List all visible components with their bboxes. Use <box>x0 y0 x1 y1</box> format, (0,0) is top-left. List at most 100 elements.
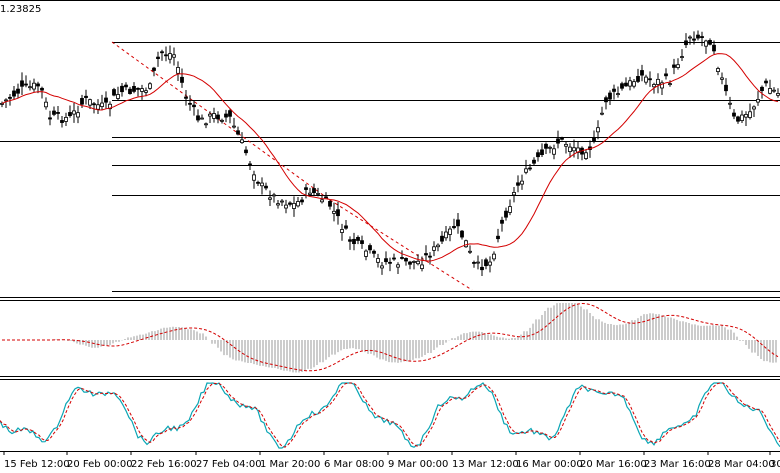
candle-body <box>116 94 120 99</box>
candle-body <box>544 143 548 149</box>
candle-body <box>344 225 348 229</box>
candle-body <box>500 219 504 224</box>
candle-body <box>428 255 432 258</box>
candle-body <box>516 182 520 186</box>
candle-body <box>112 89 116 96</box>
candle-body <box>664 73 668 77</box>
moving-average-line <box>1 53 779 262</box>
candle-body <box>52 110 56 115</box>
candle-body <box>56 112 60 114</box>
candle-body <box>76 112 80 118</box>
candle-body <box>480 266 484 271</box>
oscillator-signal-line <box>2 302 779 372</box>
candle-body <box>612 88 616 92</box>
trendline-lower[interactable] <box>329 199 473 291</box>
candle-body <box>104 97 108 103</box>
candle-body <box>48 117 52 120</box>
candle-body <box>628 80 632 87</box>
candle-body <box>772 89 776 92</box>
candle-body <box>576 147 580 153</box>
candle-body <box>164 54 168 57</box>
candle-body <box>72 110 76 115</box>
stochastic-panel[interactable] <box>0 382 780 449</box>
candle-body <box>724 84 728 92</box>
time-label: 15 Feb 12:00 <box>4 459 70 470</box>
candle-body <box>556 138 560 144</box>
oscillator-panel[interactable] <box>2 302 779 373</box>
candle-body <box>128 88 132 94</box>
candle-body <box>20 80 24 87</box>
candle-body <box>180 76 184 83</box>
candle-body <box>416 260 420 265</box>
candle-body <box>108 103 112 110</box>
candle-body <box>368 245 372 251</box>
candle-body <box>752 106 756 110</box>
candle-body <box>228 110 232 117</box>
time-label: 27 Feb 04:00 <box>196 459 262 470</box>
candle-body <box>200 117 204 120</box>
candle-body <box>712 44 716 52</box>
candle-body <box>432 246 436 251</box>
time-label: 30 <box>770 459 780 470</box>
candle-body <box>380 265 384 269</box>
price-panel[interactable]: 1.23825 <box>0 0 780 292</box>
candle-body <box>220 119 224 122</box>
candle-body <box>560 137 564 140</box>
candle-body <box>492 253 496 260</box>
candle-body <box>452 226 456 229</box>
candle-body <box>84 95 88 98</box>
candle-body <box>372 250 376 254</box>
candle-body <box>272 194 276 197</box>
candle-body <box>160 51 164 54</box>
time-label: 9 Mar 00:00 <box>388 459 448 470</box>
candle-body <box>292 203 296 209</box>
candle-body <box>504 210 508 218</box>
candle-body <box>192 104 196 108</box>
candle-body <box>388 261 392 264</box>
candle-body <box>596 127 600 133</box>
candle-body <box>412 261 416 263</box>
candle-body <box>248 163 252 166</box>
candle-body <box>184 96 188 99</box>
candle-body <box>408 261 412 265</box>
candle-body <box>60 120 64 123</box>
candle-body <box>484 259 488 267</box>
candle-body <box>420 264 424 269</box>
candle-body <box>252 174 256 181</box>
candle-body <box>348 239 352 242</box>
candle-body <box>304 187 308 190</box>
candle-body <box>92 103 96 106</box>
candle-body <box>356 237 360 241</box>
candle-body <box>760 86 764 92</box>
candle-body <box>424 253 428 256</box>
candle-body <box>740 114 744 121</box>
candle-body <box>460 230 464 238</box>
candle-body <box>336 209 340 217</box>
time-label: 20 Mar 16:00 <box>580 459 647 470</box>
candle-body <box>308 192 312 195</box>
candle-body <box>188 102 192 105</box>
candle-body <box>44 101 48 108</box>
candle-body <box>676 64 680 68</box>
candle-body <box>476 261 480 264</box>
candle-body <box>616 93 620 96</box>
candle-body <box>148 83 152 89</box>
candle-body <box>608 92 612 100</box>
candle-body <box>620 83 624 89</box>
candle-body <box>748 111 752 118</box>
time-label: 28 Mar 04:00 <box>708 459 775 470</box>
candle-body <box>540 149 544 155</box>
candle-body <box>472 262 476 264</box>
candle-body <box>548 146 552 149</box>
candle-body <box>508 206 512 213</box>
candle-body <box>28 86 32 89</box>
price-label: 1.23825 <box>0 4 41 15</box>
time-label: 6 Mar 08:00 <box>324 459 384 470</box>
candle-body <box>776 93 780 96</box>
time-label: 23 Mar 16:00 <box>644 459 711 470</box>
candle-body <box>120 85 124 93</box>
candle-body <box>688 36 692 39</box>
candle-body <box>260 182 264 187</box>
candle-body <box>552 148 556 155</box>
